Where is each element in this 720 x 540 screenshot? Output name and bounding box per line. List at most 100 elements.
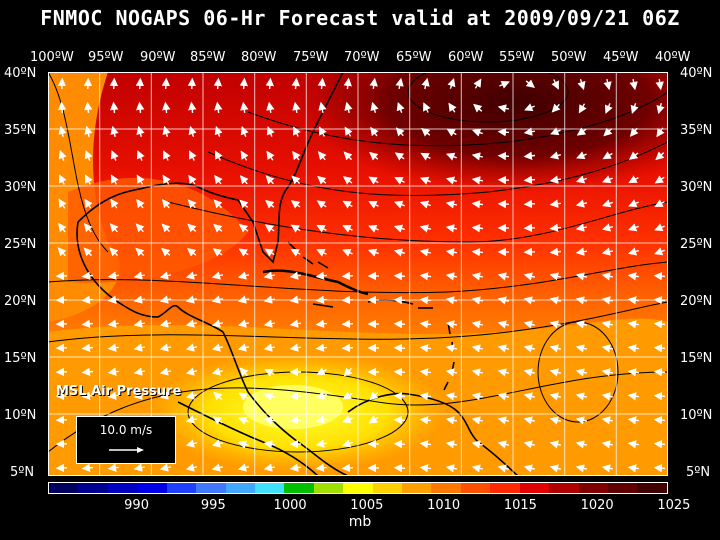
wind-arrow [575, 223, 588, 232]
wind-arrow [316, 249, 327, 257]
colorbar-swatch [549, 483, 579, 493]
wind-arrow [445, 248, 457, 257]
wind-arrow [107, 319, 119, 328]
lon-label: 90ºW [140, 50, 176, 65]
wind-arrow [264, 224, 275, 233]
wind-arrow [315, 415, 328, 424]
colorbar-swatch [578, 483, 609, 493]
wind-arrow [497, 104, 510, 113]
lon-label: 60ºW [448, 50, 484, 65]
lat-label: 20ºN [680, 294, 713, 309]
isobar-line [48, 371, 668, 453]
colorbar-swatch [78, 483, 108, 493]
wind-arrow [575, 272, 588, 281]
wind-arrow [293, 126, 301, 137]
wind-arrow [419, 272, 432, 281]
wind-arrow [497, 344, 510, 353]
wind-arrow [601, 296, 614, 305]
wind-arrow [159, 343, 172, 352]
wind-arrow [445, 464, 458, 473]
wind-arrow [446, 128, 457, 137]
wind-arrow [344, 126, 353, 137]
colorbar-swatch [107, 483, 138, 493]
wind-arrow [135, 247, 145, 257]
isobar-line [247, 91, 668, 147]
wind-arrow [395, 77, 404, 90]
wind-arrow [497, 320, 510, 329]
wind-arrow [497, 151, 510, 161]
wind-arrow [393, 224, 406, 233]
wind-arrow [83, 223, 93, 233]
wind-arrow [135, 223, 145, 233]
wind-arrow [549, 247, 562, 256]
lat-label: 10ºN [680, 408, 713, 423]
wind-arrow [317, 175, 327, 185]
wind-arrow [211, 343, 224, 352]
wind-arrow [317, 151, 327, 161]
wind-arrow [213, 223, 223, 233]
wind-arrow [445, 200, 458, 209]
wind-arrow [110, 101, 119, 114]
wind-arrow [445, 224, 458, 233]
wind-arrow [214, 150, 223, 161]
wind-arrow [263, 392, 275, 401]
wind-arrow [445, 296, 458, 305]
wind-arrow [602, 151, 613, 160]
wind-arrow [419, 200, 432, 209]
wind-arrow [551, 79, 559, 90]
wind-arrow [83, 247, 93, 257]
units-label: mb [348, 514, 372, 530]
wind-arrow [576, 127, 587, 136]
wind-arrow [341, 463, 354, 473]
wind-arrow [58, 149, 67, 161]
wind-arrow [315, 439, 328, 448]
wind-arrow [133, 295, 146, 304]
wind-arrow [471, 368, 484, 377]
wind-arrow [471, 440, 484, 449]
wind-arrow [393, 415, 406, 425]
wind-arrow [107, 367, 119, 376]
map-frame [48, 72, 668, 476]
wind-arrow [266, 126, 275, 137]
lon-label: 80ºW [241, 50, 277, 65]
lat-label: 5ºN [10, 465, 35, 480]
jamaica [312, 303, 334, 308]
us-gulf-coast [77, 72, 344, 264]
wind-arrow [549, 344, 562, 353]
wind-arrow [162, 101, 171, 114]
wind-arrow [419, 416, 432, 425]
wind-arrow [523, 464, 536, 473]
wind-arrow [627, 416, 639, 425]
wind-arrow [445, 272, 458, 281]
wind-arrow [370, 101, 379, 113]
lat-label: 30ºN [4, 180, 37, 195]
wind-arrow [342, 391, 353, 400]
wind-arrow [497, 392, 510, 401]
map-svg [48, 72, 668, 476]
colorbar-tick-label: 1015 [503, 498, 537, 513]
wind-arrow [211, 271, 224, 280]
wind-arrow [627, 368, 639, 377]
wind-arrow [318, 126, 327, 137]
wind-arrow [549, 175, 562, 184]
lon-label: 70ºW [344, 50, 380, 65]
wind-arrow [58, 198, 67, 209]
wind-arrow [369, 391, 379, 401]
wind-arrow [136, 174, 145, 185]
wind-arrow [549, 151, 561, 160]
wind-arrow [653, 415, 666, 425]
wind-arrow [549, 296, 562, 305]
wind-arrow [656, 103, 665, 115]
wind-arrow [368, 415, 379, 424]
colorbar-swatch [254, 483, 285, 493]
wind-arrow [318, 101, 327, 114]
wind-arrow [497, 272, 510, 281]
wind-arrow [341, 319, 354, 329]
wind-arrow [84, 101, 93, 114]
pressure-map [48, 72, 668, 476]
wind-arrow [290, 224, 301, 233]
wind-arrow [289, 463, 302, 472]
wind-arrow [575, 416, 588, 425]
wind-arrow [445, 320, 458, 329]
wind-arrow [471, 200, 484, 209]
